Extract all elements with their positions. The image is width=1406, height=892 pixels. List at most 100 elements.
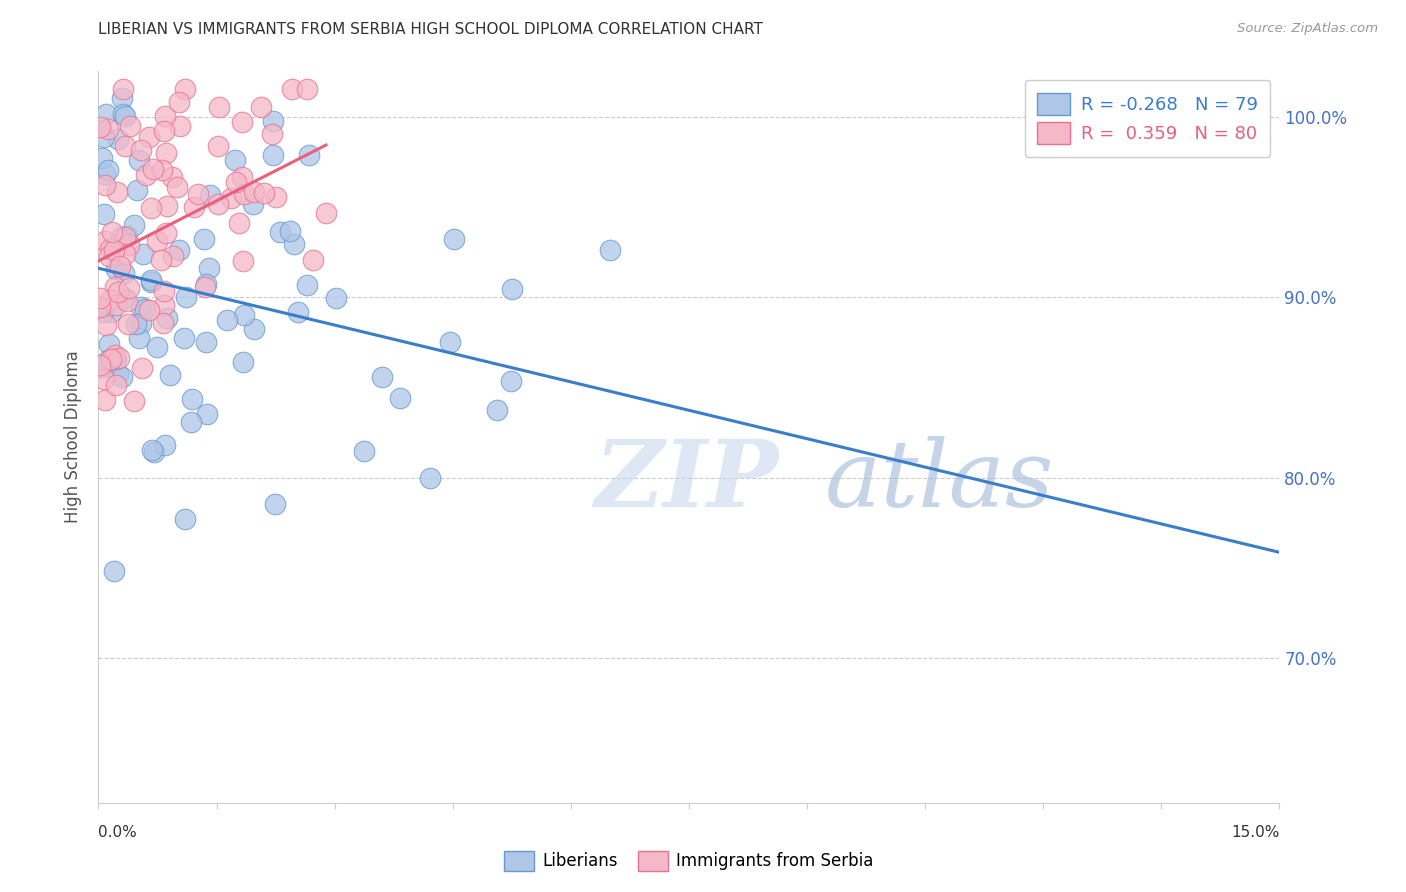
- Point: [131, 247, 153, 261]
- Point: [262, 114, 284, 128]
- Point: [98, 249, 121, 263]
- Point: [232, 186, 254, 201]
- Point: [159, 368, 181, 383]
- Point: [162, 169, 184, 184]
- Point: [195, 277, 218, 292]
- Point: [269, 225, 291, 239]
- Point: [104, 298, 127, 312]
- Point: [194, 280, 217, 294]
- Point: [110, 260, 132, 274]
- Point: [224, 153, 246, 167]
- Point: [104, 280, 127, 294]
- Point: [114, 138, 136, 153]
- Point: [122, 218, 145, 232]
- Point: [180, 392, 202, 406]
- Point: [100, 293, 122, 308]
- Point: [105, 352, 128, 367]
- Point: [114, 109, 136, 123]
- Point: [187, 186, 209, 201]
- Point: [155, 438, 177, 452]
- Text: Source: ZipAtlas.com: Source: ZipAtlas.com: [1237, 22, 1378, 36]
- Point: [114, 291, 136, 305]
- Point: [107, 285, 129, 299]
- Point: [242, 197, 264, 211]
- Point: [110, 230, 132, 244]
- Point: [93, 235, 115, 249]
- Point: [228, 216, 250, 230]
- Y-axis label: High School Diploma: High School Diploma: [65, 351, 83, 524]
- Point: [174, 512, 197, 526]
- Point: [93, 371, 115, 385]
- Point: [115, 229, 138, 244]
- Point: [91, 360, 114, 375]
- Point: [111, 370, 134, 384]
- Point: [232, 355, 254, 369]
- Point: [129, 317, 152, 331]
- Point: [125, 318, 148, 332]
- Point: [128, 153, 150, 167]
- Point: [93, 178, 115, 192]
- Point: [152, 284, 174, 298]
- Point: [242, 185, 264, 199]
- Point: [301, 252, 323, 267]
- Legend: Liberians, Immigrants from Serbia: Liberians, Immigrants from Serbia: [496, 842, 882, 880]
- Point: [128, 331, 150, 345]
- Point: [100, 351, 122, 366]
- Point: [263, 497, 285, 511]
- Point: [215, 313, 238, 327]
- Point: [91, 305, 114, 319]
- Point: [139, 273, 162, 287]
- Point: [150, 253, 173, 268]
- Point: [499, 374, 522, 388]
- Point: [111, 91, 134, 105]
- Point: [114, 230, 136, 244]
- Text: atlas: atlas: [825, 436, 1054, 526]
- Point: [107, 367, 129, 381]
- Point: [166, 180, 188, 194]
- Text: ZIP: ZIP: [595, 436, 779, 526]
- Point: [439, 335, 461, 350]
- Point: [153, 109, 176, 123]
- Point: [155, 226, 177, 240]
- Point: [141, 201, 163, 215]
- Point: [89, 300, 111, 314]
- Point: [89, 120, 111, 134]
- Point: [250, 99, 273, 113]
- Point: [371, 369, 394, 384]
- Point: [111, 107, 134, 121]
- Point: [118, 238, 141, 252]
- Point: [97, 122, 120, 136]
- Point: [98, 243, 121, 257]
- Point: [112, 266, 135, 280]
- Point: [195, 407, 218, 421]
- Point: [231, 114, 253, 128]
- Point: [599, 243, 621, 257]
- Point: [232, 308, 254, 322]
- Point: [89, 291, 111, 305]
- Point: [155, 145, 177, 160]
- Point: [325, 291, 347, 305]
- Point: [94, 392, 117, 407]
- Point: [104, 348, 127, 362]
- Point: [198, 187, 221, 202]
- Point: [153, 124, 176, 138]
- Point: [262, 127, 284, 141]
- Point: [167, 243, 190, 257]
- Point: [96, 106, 118, 120]
- Point: [156, 311, 179, 326]
- Point: [207, 196, 229, 211]
- Point: [105, 378, 128, 392]
- Point: [138, 303, 160, 318]
- Point: [146, 235, 169, 249]
- Point: [101, 225, 124, 239]
- Point: [278, 224, 301, 238]
- Point: [287, 305, 309, 319]
- Point: [195, 335, 218, 350]
- Point: [443, 232, 465, 246]
- Point: [173, 331, 195, 345]
- Point: [112, 82, 135, 96]
- Point: [117, 293, 139, 308]
- Point: [103, 564, 125, 578]
- Text: 15.0%: 15.0%: [1232, 825, 1279, 840]
- Point: [295, 277, 318, 292]
